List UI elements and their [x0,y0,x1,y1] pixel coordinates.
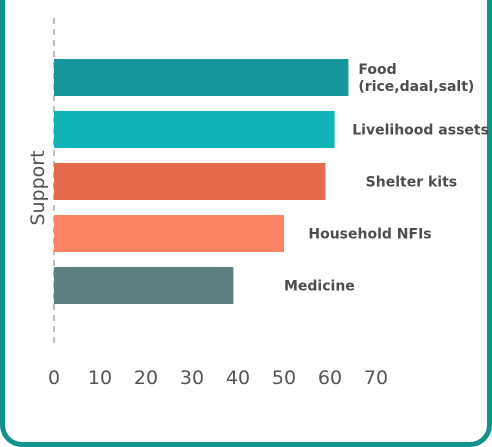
bar-label-0-line-0: Food [358,62,396,78]
x-tick-20: 20 [134,367,158,389]
bar-label-0-line-1: (rice,daal,salt) [358,79,474,95]
x-tick-30: 30 [180,367,204,389]
bar-label-4: Medicine [284,279,355,295]
bar-label-2-line-0: Shelter kits [366,175,457,191]
x-tick-40: 40 [226,367,250,389]
x-tick-0: 0 [48,367,60,389]
bar-label-2: Shelter kits [366,175,457,191]
bar-label-3-line-0: Household NFIs [308,227,431,243]
x-tick-labels: 0 10 20 30 40 50 60 70 [48,367,388,389]
bar-2 [54,163,326,200]
bar-label-1: Livelihood assets [352,123,489,139]
bar-4 [54,267,234,304]
x-tick-50: 50 [272,367,296,389]
bar-3 [54,215,284,252]
bars-group: Food (rice,daal,salt) Livelihood assets She… [54,59,489,304]
bar-1 [54,111,335,148]
x-tick-70: 70 [364,367,388,389]
bar-label-3: Household NFIs [308,227,431,243]
bar-label-4-line-0: Medicine [284,279,355,295]
x-tick-10: 10 [88,367,112,389]
y-axis-title: Support [27,150,49,225]
x-tick-60: 60 [318,367,342,389]
bar-label-0: Food (rice,daal,salt) [358,62,474,95]
bar-0 [54,59,349,96]
bar-label-1-line-0: Livelihood assets [352,123,489,139]
